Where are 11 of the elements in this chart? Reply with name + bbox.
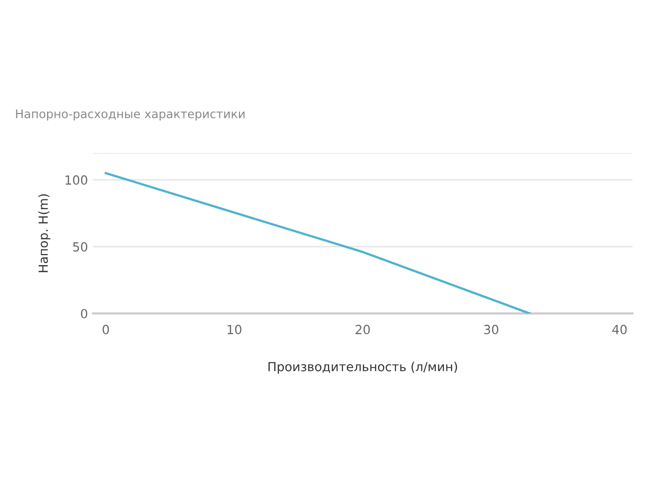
x-tick-label: 10 <box>228 324 242 334</box>
y-tick-label: 100 <box>66 175 88 185</box>
x-tick-label: 20 <box>356 324 370 334</box>
y-axis-title: Напор. H(m) <box>38 194 50 272</box>
chart-title: Напорно-расходные характеристики <box>16 109 244 121</box>
x-tick-label: 30 <box>484 324 498 334</box>
x-axis-title: Производительность (л/мин) <box>268 362 458 374</box>
x-tick-label: 40 <box>612 324 627 334</box>
y-tick-label: 0 <box>80 308 88 318</box>
y-tick-label: 50 <box>73 242 88 252</box>
x-tick-label: 0 <box>102 324 109 334</box>
